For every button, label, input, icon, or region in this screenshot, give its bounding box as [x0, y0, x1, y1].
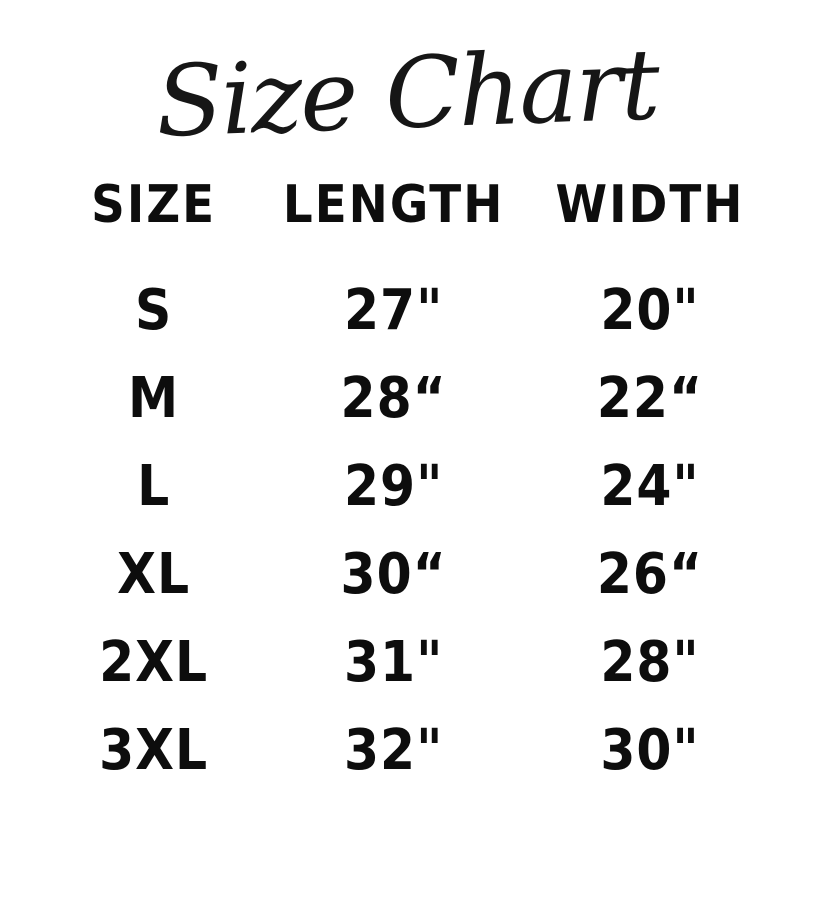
table-row: 2XL 31" 28"	[50, 618, 770, 706]
column-header-length: LENGTH	[282, 175, 505, 236]
size-table: SIZE LENGTH WIDTH S 27" 20" M 28“ 22“ L …	[0, 166, 814, 794]
column-header-width: WIDTH	[555, 175, 745, 236]
size-value: 3XL	[99, 717, 209, 783]
table-row: M 28“ 22“	[50, 354, 770, 442]
width-value: 26“	[596, 541, 704, 607]
size-value: L	[137, 453, 171, 519]
width-value: 28"	[600, 629, 700, 695]
length-value: 31"	[343, 629, 444, 695]
column-header-size: SIZE	[91, 175, 217, 236]
table-row: L 29" 24"	[50, 442, 770, 530]
width-value: 20"	[600, 277, 700, 343]
table-row: 3XL 32" 30"	[50, 706, 770, 794]
length-value: 29"	[343, 453, 444, 519]
page-title: Size Chart	[154, 28, 660, 160]
size-value: 2XL	[99, 629, 209, 695]
length-value: 30“	[340, 541, 447, 607]
table-row: S 27" 20"	[50, 266, 770, 354]
length-value: 32"	[343, 717, 444, 783]
size-value: XL	[117, 541, 191, 607]
width-value: 30"	[600, 717, 700, 783]
table-row: XL 30“ 26“	[50, 530, 770, 618]
table-header-row: SIZE LENGTH WIDTH	[50, 166, 770, 244]
width-value: 22“	[596, 365, 704, 431]
size-value: S	[134, 277, 173, 343]
width-value: 24"	[600, 453, 700, 519]
length-value: 27"	[343, 277, 444, 343]
size-value: M	[128, 365, 180, 431]
length-value: 28“	[340, 365, 447, 431]
